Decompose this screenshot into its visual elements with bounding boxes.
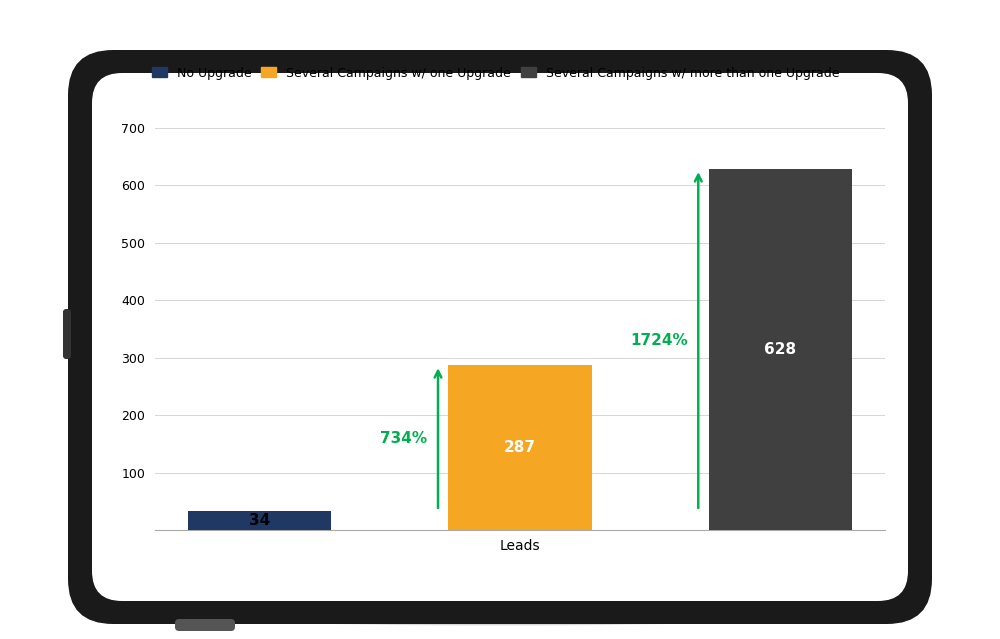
Text: 628: 628 — [764, 343, 796, 357]
FancyBboxPatch shape — [68, 50, 932, 624]
Text: 1724%: 1724% — [630, 332, 688, 348]
Bar — [188, 511, 331, 530]
X-axis label: Leads: Leads — [500, 539, 540, 553]
Text: 287: 287 — [504, 440, 536, 456]
FancyBboxPatch shape — [175, 619, 235, 631]
Ellipse shape — [150, 597, 850, 625]
Bar — [448, 366, 592, 530]
Bar — [709, 169, 852, 530]
FancyBboxPatch shape — [63, 309, 71, 359]
Text: 734%: 734% — [380, 431, 428, 445]
Text: 34: 34 — [249, 513, 270, 528]
FancyBboxPatch shape — [92, 73, 908, 601]
Legend: No Upgrade, Several Campaigns w/ one Upgrade, Several Campaigns w/ more than one: No Upgrade, Several Campaigns w/ one Upg… — [147, 61, 845, 84]
